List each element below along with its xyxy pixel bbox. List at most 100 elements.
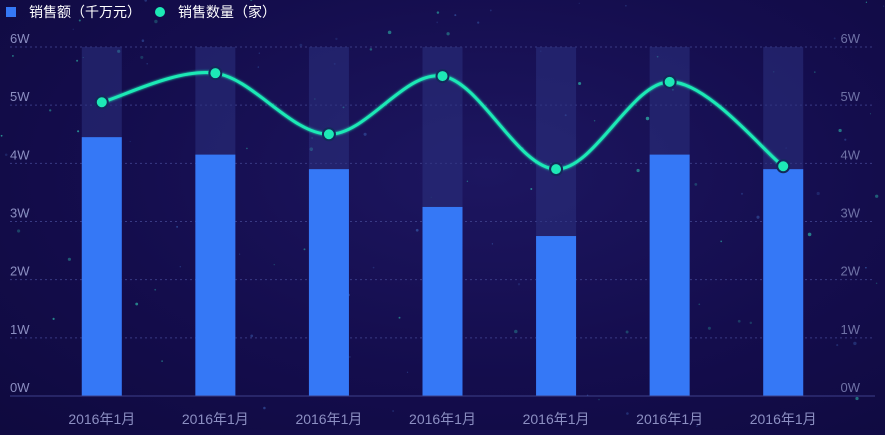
y-tick-label-left: 6W xyxy=(10,31,30,46)
star-dot xyxy=(636,169,639,172)
y-tick-label-right: 5W xyxy=(841,89,861,104)
star-dot xyxy=(388,31,392,35)
star-dot xyxy=(454,14,456,16)
star-dot xyxy=(834,37,836,39)
line-point xyxy=(323,128,335,140)
line-point xyxy=(209,67,221,79)
x-tick-label: 2016年1月 xyxy=(182,411,249,427)
star-dot xyxy=(490,9,492,11)
x-tick-label: 2016年1月 xyxy=(68,411,135,427)
star-dot xyxy=(708,327,711,330)
star-dot xyxy=(467,181,468,182)
star-dot xyxy=(598,399,599,400)
legend-bar-swatch xyxy=(6,7,16,17)
star-dot xyxy=(77,130,79,132)
star-dot xyxy=(514,330,518,334)
bar xyxy=(536,236,576,396)
star-dot xyxy=(140,56,143,59)
bar xyxy=(763,169,803,396)
y-tick-label-left: 4W xyxy=(10,147,30,162)
bar xyxy=(650,155,690,396)
star-dot xyxy=(492,243,493,244)
star-dot xyxy=(263,407,266,410)
x-tick-label: 2016年1月 xyxy=(750,411,817,427)
star-dot xyxy=(176,226,178,228)
legend-label-sales-amount: 销售额（千万元） xyxy=(29,2,141,22)
star-dot xyxy=(349,356,350,357)
y-axis-right: 0W 1W 2W 3W 4W 5W 6W xyxy=(841,31,861,395)
star-dot xyxy=(76,60,78,62)
y-tick-label-left: 3W xyxy=(10,206,30,221)
star-dot xyxy=(876,283,877,284)
star-dot xyxy=(446,32,449,35)
star-dot xyxy=(239,254,240,255)
star-dot xyxy=(5,153,8,156)
y-tick-label-right: 2W xyxy=(841,264,861,279)
y-tick-label-right: 4W xyxy=(841,147,861,162)
y-tick-label-right: 1W xyxy=(841,322,861,337)
star-dot xyxy=(738,320,741,323)
star-dot xyxy=(399,317,401,319)
star-dot xyxy=(142,39,145,42)
star-dot xyxy=(135,303,138,306)
star-dot xyxy=(416,229,419,232)
star-dot xyxy=(838,129,841,132)
star-dot xyxy=(698,303,700,305)
star-dot xyxy=(626,331,629,334)
star-dot xyxy=(407,372,408,373)
star-dot xyxy=(720,241,722,243)
star-dot xyxy=(578,82,581,85)
star-dot xyxy=(808,233,812,237)
star-dot xyxy=(875,195,878,198)
y-tick-label-left: 0W xyxy=(10,380,30,395)
star-dot xyxy=(304,248,306,250)
y-tick-label-right: 6W xyxy=(841,31,861,46)
star-dot xyxy=(579,3,580,4)
star-dot xyxy=(741,193,743,195)
y-tick-label-right: 3W xyxy=(841,206,861,221)
x-tick-label: 2016年1月 xyxy=(523,411,590,427)
star-dot xyxy=(477,22,479,24)
x-tick-label: 2016年1月 xyxy=(295,411,362,427)
legend-item-sales-amount[interactable]: 销售额（千万元） xyxy=(6,2,141,22)
legend: 销售额（千万元） 销售数量（家） xyxy=(6,2,290,22)
star-dot xyxy=(530,188,532,190)
star-dot xyxy=(437,11,439,13)
y-axis-left: 0W 1W 2W 3W 4W 5W 6W xyxy=(10,31,30,395)
bar xyxy=(309,169,349,396)
line-point xyxy=(664,76,676,88)
x-tick-label: 2016年1月 xyxy=(636,411,703,427)
star-dot xyxy=(49,109,51,111)
star-dot xyxy=(364,133,367,136)
star-dot xyxy=(180,266,181,267)
star-dot xyxy=(626,412,629,415)
star-dot xyxy=(814,71,815,72)
y-tick-label-right: 0W xyxy=(841,380,861,395)
star-dot xyxy=(373,267,375,269)
star-dot xyxy=(250,0,252,1)
star-dot xyxy=(370,48,373,51)
star-dot xyxy=(866,2,867,3)
x-tick-label: 2016年1月 xyxy=(409,411,476,427)
star-dot xyxy=(883,6,884,7)
star-dot xyxy=(518,283,520,285)
legend-item-sales-count[interactable]: 销售数量（家） xyxy=(155,2,276,22)
star-dot xyxy=(258,66,259,67)
star-dot xyxy=(855,397,858,400)
star-dot xyxy=(12,55,14,57)
legend-label-sales-count: 销售数量（家） xyxy=(178,2,276,22)
star-dot xyxy=(865,267,867,269)
star-dot xyxy=(130,141,131,142)
line-point xyxy=(96,96,108,108)
star-dot xyxy=(646,117,649,120)
star-dot xyxy=(154,289,156,291)
star-dot xyxy=(68,258,71,261)
star-dot xyxy=(274,264,275,265)
star-dot xyxy=(817,192,820,195)
x-axis: 2016年1月 2016年1月 2016年1月 2016年1月 2016年1月 2016年… xyxy=(10,396,875,427)
star-dot xyxy=(161,360,163,362)
star-dot xyxy=(436,22,438,24)
star-dot xyxy=(17,229,20,232)
